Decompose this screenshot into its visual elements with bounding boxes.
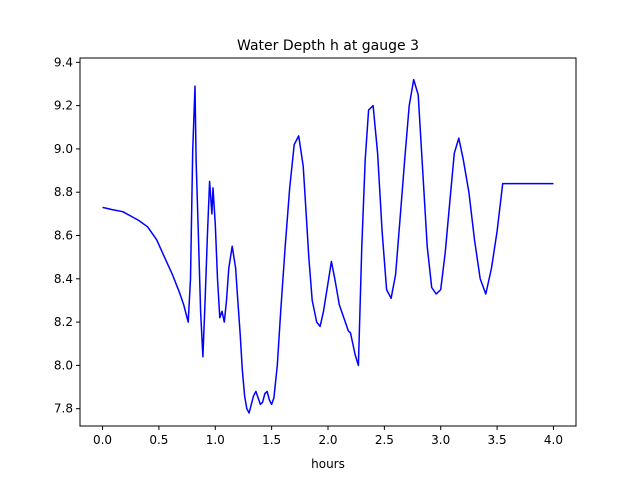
x-tick-label: 1.0	[206, 433, 225, 447]
x-tick-label: 2.0	[318, 433, 337, 447]
y-tick-label: 8.8	[54, 185, 73, 199]
plot-area: 0.0 0.5 1.0 1.5 2.0 2.5 3.0 3.5 4.0 7.8 8.0 8.2 8.4 8…	[54, 55, 577, 447]
y-tick-label: 8.6	[54, 229, 73, 243]
x-tick-label: 1.5	[262, 433, 281, 447]
x-tick-label: 0.0	[93, 433, 112, 447]
x-tick-label: 4.0	[544, 433, 563, 447]
x-tick-label: 3.5	[488, 433, 507, 447]
y-tick-label: 7.8	[54, 402, 73, 416]
x-tick-label: 3.0	[431, 433, 450, 447]
y-tick-label: 8.4	[54, 272, 73, 286]
y-tick-label: 8.2	[54, 315, 73, 329]
y-tick-label: 9.0	[54, 142, 73, 156]
chart-title: Water Depth h at gauge 3	[237, 38, 419, 54]
series-line-0	[102, 78, 554, 414]
y-tick-label: 9.4	[54, 55, 73, 69]
x-axis-label: hours	[311, 457, 345, 471]
x-tick-label: 2.5	[375, 433, 394, 447]
y-tick-label: 8.0	[54, 358, 73, 372]
y-tick-label: 9.2	[54, 99, 73, 113]
x-tick-label: 0.5	[149, 433, 168, 447]
